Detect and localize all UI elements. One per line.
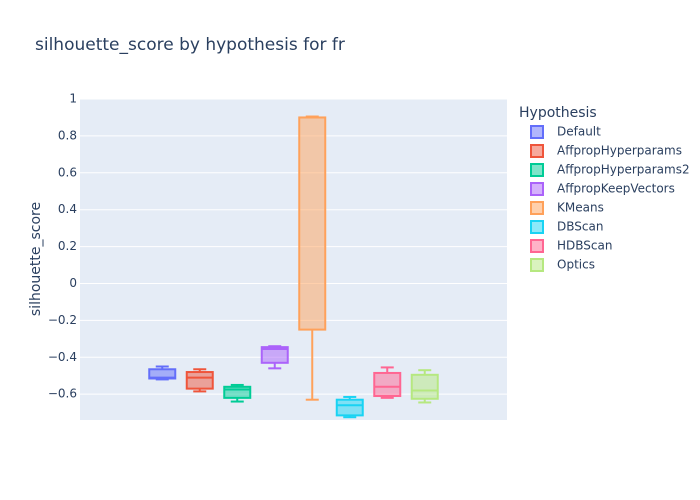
box [260, 346, 289, 364]
plot-area [80, 99, 507, 420]
legend-swatch [530, 144, 544, 158]
y-tick-label: −0.2 [48, 313, 77, 327]
legend-label: AffpropHyperparams2 [557, 163, 690, 177]
box [298, 116, 327, 331]
legend-label: AffpropKeepVectors [557, 182, 675, 196]
legend-swatch [530, 182, 544, 196]
legend-label: AffpropHyperparams [557, 144, 682, 158]
box [335, 398, 364, 417]
y-tick-label: 0.8 [58, 128, 77, 142]
legend-title: Hypothesis [519, 105, 597, 121]
legend-swatch [530, 125, 544, 139]
legend-swatch [530, 201, 544, 215]
y-tick-label: −0.6 [48, 387, 77, 401]
y-tick-label: 1 [69, 92, 77, 106]
legend-label: DBScan [557, 220, 603, 234]
box [373, 371, 402, 398]
legend-swatch [530, 163, 544, 177]
y-tick-label: 0.2 [58, 239, 77, 253]
legend-label: Default [557, 125, 601, 139]
box [410, 373, 439, 400]
y-tick-label: 0.6 [58, 165, 77, 179]
box [223, 385, 252, 399]
box [185, 371, 214, 390]
legend-swatch [530, 258, 544, 272]
y-tick-label: 0 [69, 276, 77, 290]
y-tick-label: −0.4 [48, 350, 77, 364]
legend-label: KMeans [557, 201, 604, 215]
chart-title: silhouette_score by hypothesis for fr [35, 35, 345, 55]
y-tick-label: 0.4 [58, 202, 77, 216]
legend-label: HDBScan [557, 239, 612, 253]
legend-swatch [530, 220, 544, 234]
legend-swatch [530, 239, 544, 253]
legend-label: Optics [557, 258, 595, 272]
y-axis-title: silhouette_score [28, 202, 44, 316]
